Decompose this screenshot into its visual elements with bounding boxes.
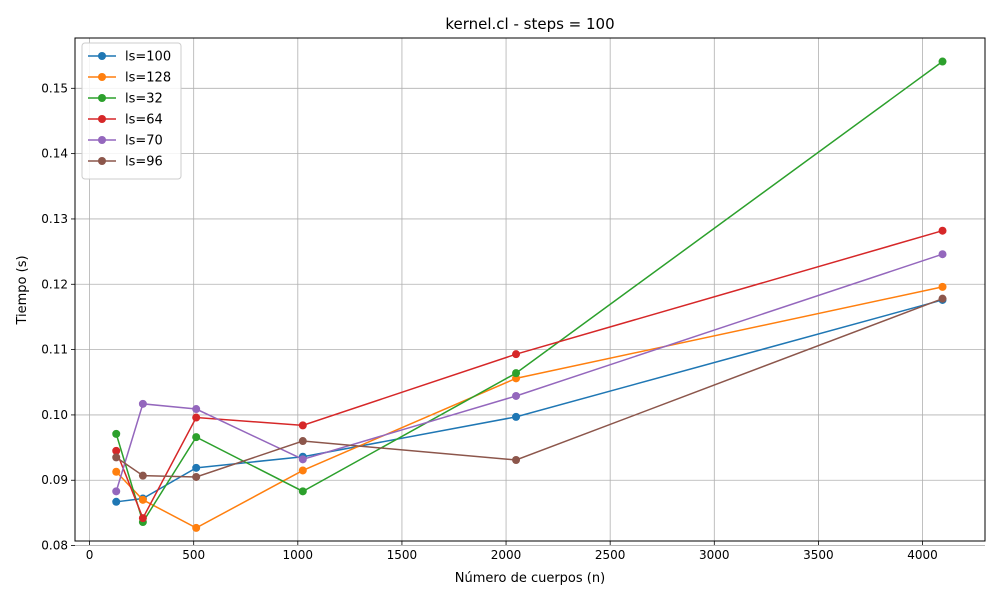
x-axis: 0 500 1000 1500 2000 2500 3000 3500 4000 <box>86 541 938 562</box>
data-point <box>112 487 121 496</box>
x-tick-label: 4000 <box>907 548 938 562</box>
x-tick-label: 1500 <box>387 548 418 562</box>
legend-label: ls=100 <box>125 50 171 65</box>
data-point <box>512 369 521 378</box>
data-point <box>138 514 147 523</box>
legend-marker <box>98 157 106 165</box>
y-tick-label: 0.09 <box>41 473 68 487</box>
legend-label: ls=32 <box>125 92 163 107</box>
data-point <box>512 412 521 421</box>
legend-label: ls=96 <box>125 155 163 170</box>
y-tick-label: 0.10 <box>41 408 68 422</box>
data-point <box>938 294 947 303</box>
y-tick-label: 0.08 <box>41 539 68 553</box>
y-tick-label: 0.11 <box>41 343 68 357</box>
data-point <box>512 391 521 400</box>
data-point <box>112 453 121 462</box>
data-point <box>512 350 521 359</box>
data-point <box>112 467 121 476</box>
legend-item: ls=32 <box>88 92 163 107</box>
series-ls-64 <box>112 226 947 523</box>
x-tick-label: 3000 <box>699 548 730 562</box>
data-point <box>298 437 307 446</box>
y-tick-label: 0.14 <box>41 147 68 161</box>
y-tick-label: 0.15 <box>41 81 68 95</box>
data-point <box>298 455 307 464</box>
legend-item: ls=64 <box>88 113 163 128</box>
data-point <box>298 421 307 430</box>
series-line <box>115 297 943 478</box>
data-point <box>192 463 201 472</box>
data-point <box>938 226 947 235</box>
legend-item: ls=96 <box>88 155 163 170</box>
data-point <box>938 282 947 291</box>
data-point <box>112 446 121 455</box>
data-point <box>298 487 307 496</box>
y-tick-label: 0.13 <box>41 212 68 226</box>
series-layer <box>112 57 947 532</box>
series-line <box>115 253 943 492</box>
legend-marker <box>98 94 106 102</box>
legend-label: ls=64 <box>125 113 163 128</box>
legend-item: ls=70 <box>88 134 163 149</box>
legend-marker <box>98 73 106 81</box>
data-point <box>138 471 147 480</box>
legend-label: ls=70 <box>125 134 163 149</box>
series-line <box>115 286 943 529</box>
data-point <box>512 455 521 464</box>
series-ls-96 <box>112 294 947 481</box>
y-axis-label: Tiempo (s) <box>15 255 30 325</box>
data-point <box>138 399 147 408</box>
x-tick-label: 500 <box>182 548 205 562</box>
x-tick-label: 0 <box>86 548 94 562</box>
x-tick-label: 2000 <box>491 548 522 562</box>
data-point <box>192 413 201 422</box>
data-point <box>192 472 201 481</box>
data-point <box>298 466 307 475</box>
series-line <box>115 229 943 520</box>
y-tick-label: 0.12 <box>41 277 68 291</box>
series-ls-70 <box>112 250 947 496</box>
plot-frame <box>74 37 986 542</box>
x-tick-label: 1000 <box>283 548 314 562</box>
data-point <box>138 495 147 504</box>
data-point <box>938 57 947 66</box>
legend-label: ls=128 <box>125 71 171 86</box>
series-ls-128 <box>112 282 947 532</box>
data-point <box>112 497 121 506</box>
legend-item: ls=128 <box>88 71 171 86</box>
legend-item: ls=100 <box>88 50 171 65</box>
data-point <box>938 250 947 259</box>
data-point <box>192 405 201 414</box>
x-tick-label: 3500 <box>803 548 834 562</box>
data-point <box>192 433 201 442</box>
data-point <box>192 523 201 532</box>
legend: ls=100 ls=128 ls=32 ls=64 ls=70 ls=96 <box>81 42 182 180</box>
legend-marker <box>98 115 106 123</box>
series-line <box>116 299 943 503</box>
y-axis: 0.08 0.09 0.10 0.11 0.12 0.13 0.14 0.15 <box>41 81 75 553</box>
legend-marker <box>98 136 106 144</box>
x-axis-label: Número de cuerpos (n) <box>455 571 605 586</box>
x-tick-label: 2500 <box>595 548 626 562</box>
legend-marker <box>98 52 106 60</box>
data-point <box>112 429 121 438</box>
grid <box>75 38 985 546</box>
chart-title: kernel.cl - steps = 100 <box>445 15 614 33</box>
